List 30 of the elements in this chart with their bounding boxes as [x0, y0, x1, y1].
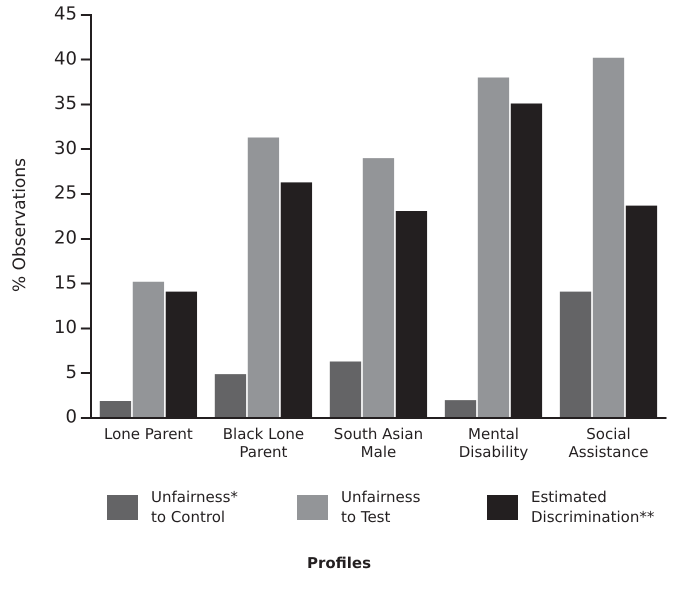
legend-label: Estimated Discrimination**: [531, 487, 654, 527]
y-tick-label: 40: [54, 48, 77, 70]
bar: [444, 400, 476, 417]
y-tick-label: 10: [54, 317, 77, 338]
bar: [330, 362, 362, 417]
bar: [214, 374, 246, 417]
x-tick-label: Lone Parent: [104, 424, 193, 443]
x-tick-label: Social Assistance: [568, 424, 648, 461]
y-tick-label: 0: [65, 406, 77, 428]
bar: [478, 78, 510, 417]
bar: [100, 400, 132, 417]
y-tick-label: 15: [54, 272, 77, 294]
legend-label: Unfairness* to Control: [151, 487, 238, 527]
text: Profiles: [306, 554, 372, 572]
y-axis-title: % Observations: [10, 157, 30, 294]
bar: [362, 158, 394, 417]
bar: [592, 58, 624, 417]
y-tick-label: 20: [54, 227, 77, 248]
x-tick-label: Black Lone Parent: [222, 424, 304, 461]
y-tick-label: 30: [54, 138, 77, 159]
bar: [132, 282, 164, 417]
legend-label: Unfairness to Test: [341, 487, 420, 527]
x-tick-label: Mental Disability: [458, 424, 528, 461]
bar: [248, 138, 280, 417]
y-tick-label: 25: [54, 182, 77, 204]
y-tick-label: 45: [54, 3, 77, 24]
y-tick-label: 5: [65, 362, 77, 383]
bar: [560, 292, 592, 417]
y-tick-label: 35: [54, 93, 77, 114]
x-tick-label: South Asian Male: [334, 424, 424, 461]
